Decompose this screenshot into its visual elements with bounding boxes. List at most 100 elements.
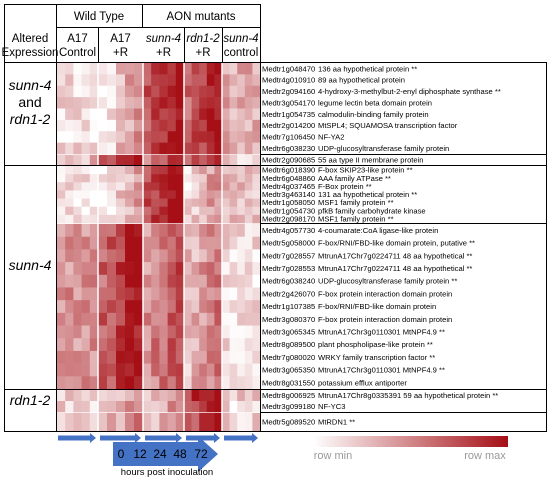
- heatmap-cell: [191, 236, 200, 250]
- heatmap-cell: [237, 224, 246, 237]
- heatmap-cell: [151, 85, 160, 98]
- heatmap-cell: [89, 287, 99, 301]
- gene-id: Medtr2g090685: [262, 156, 315, 165]
- heatmap-cell: [73, 166, 82, 175]
- heatmap-cell: [184, 376, 192, 390]
- heatmap-cell: [252, 249, 261, 263]
- heatmap-cell: [167, 174, 177, 183]
- heatmap-cell: [134, 338, 144, 352]
- heatmap-cell: [159, 390, 168, 402]
- heatmap-cell: [244, 190, 253, 199]
- heatmap-cell: [125, 174, 135, 183]
- heatmap-cell: [134, 350, 144, 364]
- heatmap-cell: [57, 249, 66, 263]
- heatmap-cell: [222, 119, 230, 132]
- heatmap-cell: [159, 74, 168, 87]
- gene-id: Medtr5g058000: [262, 239, 315, 248]
- heatmap-cell: [199, 108, 208, 121]
- heatmap-cell: [222, 274, 230, 288]
- heatmap-cell: [151, 131, 160, 143]
- heatmap-cell: [65, 108, 74, 121]
- heatmap-cell: [222, 174, 230, 183]
- heatmap-cell: [191, 287, 200, 301]
- heatmap-cell: [159, 236, 168, 250]
- heatmap-cell: [175, 155, 185, 166]
- gene-description: AAA family ATPase **: [318, 174, 391, 183]
- heatmap-cell: [125, 287, 135, 301]
- heatmap-cell: [214, 249, 223, 263]
- heatmap-cell: [184, 325, 192, 339]
- heatmap-cell: [214, 108, 223, 121]
- group-label: sunn-4: [9, 77, 52, 93]
- heatmap-cell: [134, 142, 144, 155]
- gene-id: Medtr2g426070: [262, 289, 315, 298]
- color-scale-legend: row min row max: [313, 436, 508, 462]
- heatmap-cell: [134, 249, 144, 263]
- heatmap-cell: [107, 390, 117, 402]
- heatmap-cell: [89, 155, 99, 166]
- heatmap-cell: [116, 338, 126, 352]
- heatmap-cell: [89, 224, 99, 237]
- heatmap-cell: [151, 350, 160, 364]
- heatmap-cell: [73, 363, 82, 377]
- heatmap-cell: [81, 174, 91, 183]
- heatmap-cell: [229, 376, 238, 390]
- heatmap-cell: [65, 97, 74, 109]
- heatmap-cell: [73, 224, 82, 237]
- heatmap-cell: [116, 155, 126, 166]
- heatmap-cell: [151, 274, 160, 288]
- heatmap-cell: [81, 249, 91, 263]
- heatmap-cell: [89, 131, 99, 143]
- heatmap-cell: [244, 312, 253, 326]
- heatmap-cell: [89, 63, 99, 75]
- heatmap-cell: [229, 274, 238, 288]
- heatmap-cell: [191, 274, 200, 288]
- heatmap-cell: [107, 401, 117, 413]
- heatmap-cell: [73, 206, 82, 216]
- heatmap-cell: [199, 198, 208, 208]
- heatmap-cell: [151, 174, 160, 183]
- heatmap-cell: [252, 300, 261, 314]
- heatmap-cell: [244, 376, 253, 390]
- column-headers: A17 Control A17 +R sunn-4 +R rdn1-2 +R sunn-4 con…: [59, 33, 259, 59]
- heatmap-cell: [167, 236, 177, 250]
- heatmap-cell: [65, 338, 74, 352]
- heatmap-cell: [159, 300, 168, 314]
- heatmap-cell: [143, 236, 152, 250]
- heatmap-cell: [73, 74, 82, 87]
- heatmap-cell: [65, 287, 74, 301]
- heatmap-cell: [116, 119, 126, 132]
- heatmap-cell: [244, 97, 253, 109]
- heatmap-cell: [89, 198, 99, 208]
- heatmap-cell: [199, 287, 208, 301]
- heatmap-cell: [167, 363, 177, 377]
- heatmap-cell: [206, 325, 215, 339]
- heatmap-cell: [151, 142, 160, 155]
- heatmap-cell: [81, 85, 91, 98]
- heatmap-cell: [125, 190, 135, 199]
- heatmap-cell: [159, 262, 168, 276]
- column-header-line1: A17: [67, 33, 87, 45]
- gene-id: Medtr1g048470: [262, 64, 315, 73]
- heatmap-cell: [151, 401, 160, 413]
- heatmap-cell: [167, 166, 177, 175]
- heatmap-cell: [222, 63, 230, 75]
- heatmap-cell: [222, 413, 230, 432]
- heatmap-cell: [175, 376, 185, 390]
- heatmap-cell: [199, 142, 208, 155]
- heatmap-cell: [206, 131, 215, 143]
- heatmap-cell: [229, 350, 238, 364]
- heatmap-cell: [143, 182, 152, 191]
- heatmap-cell: [214, 174, 223, 183]
- heatmap-cell: [134, 166, 144, 175]
- heatmap-cell: [65, 63, 74, 75]
- heatmap-cell: [252, 224, 261, 237]
- heatmap-cell: [57, 214, 66, 224]
- heatmap-cell: [252, 174, 261, 183]
- heatmap-cell: [191, 325, 200, 339]
- heatmap-cell: [98, 190, 108, 199]
- heatmap-cell: [214, 274, 223, 288]
- heatmap-cell: [81, 363, 91, 377]
- heatmap-cell: [244, 131, 253, 143]
- heatmap-cell: [214, 390, 223, 402]
